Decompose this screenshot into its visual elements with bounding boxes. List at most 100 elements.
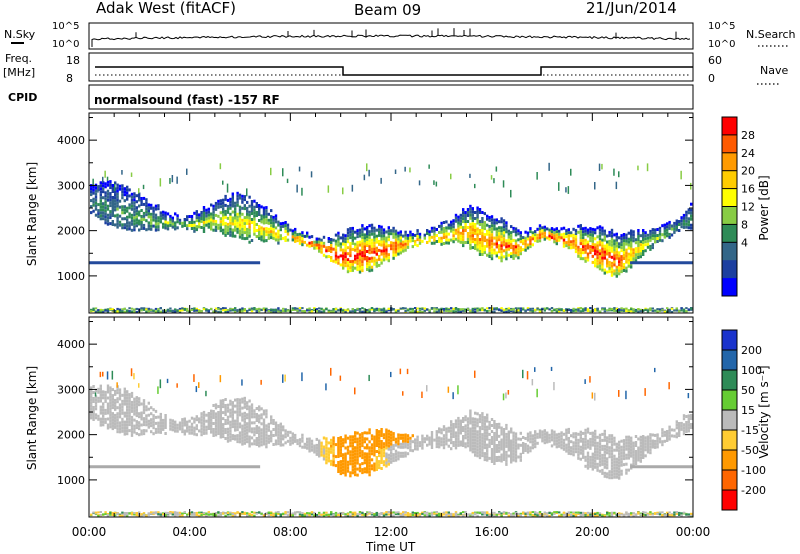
power-floor-cell: [630, 310, 633, 313]
power-echo-cell: [109, 186, 112, 190]
velocity-floor-cell: [526, 511, 530, 514]
velocity-echo-cell: [310, 448, 314, 452]
power-echo-cell: [133, 222, 136, 226]
power-echo-cell: [572, 242, 575, 246]
velocity-echo-cell: [286, 433, 290, 437]
velocity-echo-cell: [183, 429, 186, 433]
power-echo-cell: [505, 221, 508, 225]
velocity-echo-cell: [200, 418, 203, 422]
power-echo-cell: [190, 224, 194, 227]
power-floor-cell: [531, 307, 534, 310]
velocity-echo-cell: [246, 425, 249, 429]
velocity-echo-cell: [385, 458, 388, 462]
velocity-floor-cell: [219, 512, 222, 514]
velocity-echo-cell: [385, 443, 388, 447]
velocity-echo-cell: [238, 407, 242, 411]
power-floor-cell: [668, 310, 671, 313]
velocity-floor-cell: [378, 512, 381, 515]
power-echo-cell: [642, 229, 645, 232]
velocity-echo-cell: [133, 412, 136, 416]
power-echo-cell: [630, 232, 633, 236]
velocity-echo-cell: [466, 438, 470, 442]
power-echo-cell: [375, 240, 378, 244]
velocity-echo-cell: [474, 426, 477, 430]
power-echo-cell: [94, 195, 98, 199]
power-floor-cell: [265, 309, 268, 312]
power-echo-cell: [102, 196, 105, 200]
velocity-floor-cell: [154, 512, 158, 515]
velocity-echo-cell: [354, 446, 357, 450]
power-noise-cell: [296, 184, 298, 193]
velocity-echo-cell: [90, 398, 93, 402]
power-floor-cell: [94, 307, 98, 310]
power-floor-cell: [92, 307, 95, 310]
power-echo-cell: [267, 218, 270, 222]
velocity-floor-cell: [294, 513, 297, 516]
velocity-floor-cell: [207, 513, 210, 516]
power-noise-cell: [618, 171, 620, 178]
power-echo-cell: [622, 257, 626, 260]
power-echo-cell: [229, 221, 232, 225]
velocity-echo-cell: [92, 385, 95, 388]
power-echo-cell: [481, 211, 484, 214]
velocity-floor-cell: [325, 511, 328, 514]
velocity-echo-cell: [526, 447, 530, 451]
power-echo-cell: [639, 255, 642, 259]
velocity-echo-cell: [325, 452, 328, 456]
velocity-echo-cell: [334, 455, 338, 459]
power-echo-cell: [584, 247, 587, 251]
power-echo-cell: [644, 237, 647, 241]
power-echo-cell: [471, 210, 474, 214]
power-echo-cell: [476, 218, 479, 222]
velocity-echo-cell: [248, 438, 251, 442]
power-echo-cell: [294, 233, 297, 237]
power-floor-cell: [548, 308, 551, 311]
velocity-echo-cell: [454, 425, 458, 429]
velocity-echo-cell: [150, 406, 153, 410]
power-echo-cell: [210, 224, 213, 228]
power-echo-cell: [226, 207, 230, 211]
power-noise-cell: [502, 180, 505, 188]
power-floor-cell: [594, 308, 597, 311]
velocity-echo-cell: [183, 423, 186, 427]
power-echo-cell: [363, 242, 366, 246]
power-echo-cell: [238, 211, 242, 215]
velocity-echo-cell: [246, 416, 249, 420]
velocity-floor-cell: [322, 515, 326, 517]
power-echo-cell: [608, 269, 611, 273]
power-echo-cell: [243, 237, 246, 241]
power-echo-cell: [486, 253, 489, 257]
velocity-echo-cell: [522, 445, 525, 448]
power-echo-cell: [459, 219, 462, 223]
velocity-echo-cell: [258, 420, 261, 424]
velocity-echo-cell: [361, 450, 364, 454]
velocity-floor-cell: [133, 512, 136, 515]
velocity-floor-cell: [402, 511, 405, 514]
power-echo-cell: [241, 212, 244, 216]
velocity-floor-cell: [301, 514, 304, 516]
power-echo-cell: [351, 247, 354, 251]
power-floor-cell: [313, 307, 316, 309]
velocity-echo-cell: [186, 429, 189, 433]
power-floor-cell: [526, 308, 530, 311]
power-noise-cell: [130, 172, 133, 177]
power-echo-cell: [380, 234, 383, 238]
velocity-echo-cell: [219, 408, 222, 412]
velocity-echo-cell: [135, 396, 138, 400]
velocity-echo-cell: [214, 418, 218, 422]
velocity-echo-cell: [111, 400, 114, 404]
velocity-echo-cell: [498, 440, 501, 444]
velocity-floor-cell: [529, 511, 532, 514]
power-echo-cell: [277, 238, 280, 242]
power-echo-cell: [399, 233, 402, 237]
power-floor-cell: [102, 309, 105, 312]
power-echo-cell: [214, 228, 218, 232]
power-floor-cell: [555, 310, 558, 313]
velocity-floor-cell: [507, 512, 510, 514]
velocity-echo-cell: [373, 435, 376, 439]
power-echo-cell: [618, 245, 621, 249]
velocity-echo-cell: [248, 405, 251, 409]
power-echo-cell: [262, 212, 266, 216]
power-echo-cell: [505, 251, 508, 255]
velocity-echo-cell: [514, 441, 518, 445]
